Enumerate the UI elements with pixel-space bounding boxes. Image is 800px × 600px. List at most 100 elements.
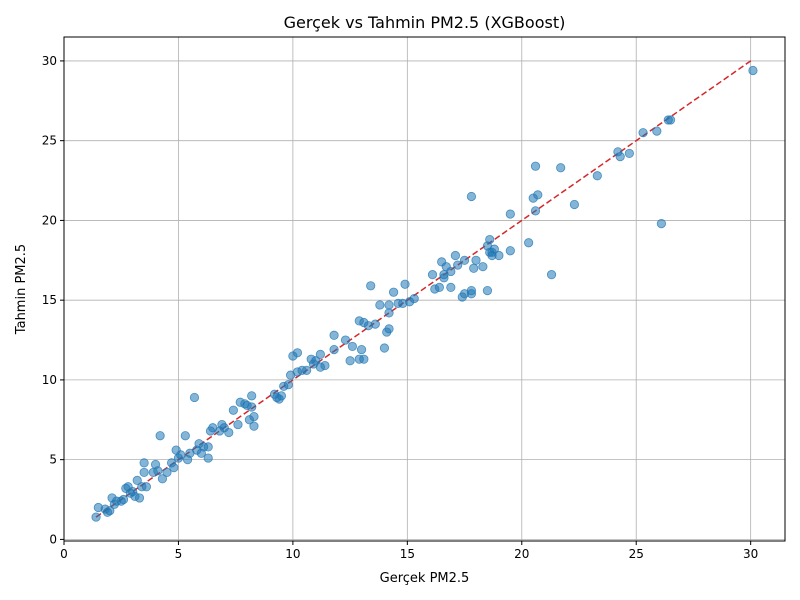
data-point [652,126,662,136]
data-point [453,260,463,270]
x-tick-label: 30 [743,547,758,561]
data-point [409,293,419,304]
x-axis-label: Gerçek PM2.5 [380,571,470,586]
data-point [524,238,534,248]
data-point [384,300,394,310]
y-axis-label: Tahmin PM2.5 [14,244,29,335]
x-tick-label: 0 [60,547,68,561]
data-point [155,431,165,441]
data-points [91,65,758,522]
data-point [329,330,339,340]
data-point [347,341,357,352]
data-point [134,493,145,503]
data-point [132,475,142,485]
data-point [530,206,541,216]
data-point [489,244,499,254]
data-point [247,391,257,401]
data-point [748,65,758,76]
data-point [384,308,394,318]
data-point [478,262,488,272]
data-point [370,319,380,329]
data-point [249,411,259,422]
data-point [469,263,479,273]
data-point [176,450,186,460]
data-point [91,512,101,522]
data-point [105,506,115,516]
y-tick-label: 0 [49,532,57,546]
data-point [439,273,449,283]
y-tick-label: 10 [42,373,57,387]
data-point [302,365,312,375]
plot-area-frame [63,36,786,542]
data-point [139,467,149,478]
data-point [482,285,493,296]
data-point [315,349,325,359]
data-point [530,161,541,171]
y-tick-label: 20 [42,213,57,227]
x-tick-label: 15 [400,547,415,561]
data-point [153,466,163,476]
data-point [434,282,444,293]
data-point [329,345,339,355]
data-point [615,152,625,162]
y-tick-label: 5 [49,453,57,467]
data-point [485,234,495,245]
data-point [466,191,477,202]
data-point [356,345,367,355]
x-tick-label: 10 [285,547,300,561]
data-point [384,324,394,334]
data-point [494,250,504,261]
data-point [228,405,238,415]
data-point [141,482,151,492]
y-tick-label: 30 [42,54,57,68]
data-point [359,354,369,364]
data-point [283,380,293,390]
data-point [375,300,385,310]
y-tick-label: 15 [42,293,57,307]
data-point [311,356,321,366]
data-point [169,463,179,473]
data-point [139,458,149,468]
data-point [427,270,438,280]
data-point [546,270,557,280]
data-point [471,255,481,265]
data-point [569,199,580,210]
data-point [203,453,213,463]
data-point [379,343,390,353]
data-point [533,190,543,200]
data-point [189,392,200,403]
data-point [366,281,376,291]
axis-ticks: 0 5 10 15 20 25 30 0 5 10 15 20 25 30 [42,54,759,561]
data-point [203,442,213,452]
data-point [233,419,243,430]
data-point [340,335,351,345]
data-point [592,171,602,181]
data-point [656,219,667,229]
data-point [505,246,515,256]
data-point [466,285,477,296]
chart-title: Gerçek vs Tahmin PM2.5 (XGBoost) [284,13,566,32]
data-point [157,474,168,484]
data-point [249,421,259,431]
data-point [224,427,234,438]
data-point [345,356,355,366]
data-point [665,115,676,125]
data-point [446,266,456,277]
data-point [556,163,566,173]
data-point [624,148,634,159]
data-point [388,287,399,297]
data-point [638,128,648,138]
data-point [247,402,257,412]
data-point [292,348,303,358]
data-point [459,255,470,265]
y-tick-label: 25 [42,134,57,148]
data-point [505,209,515,219]
data-point [446,282,456,293]
data-point [276,391,287,401]
data-point [118,494,129,505]
x-tick-label: 5 [175,547,183,561]
data-point [320,360,330,371]
data-point [450,250,460,261]
